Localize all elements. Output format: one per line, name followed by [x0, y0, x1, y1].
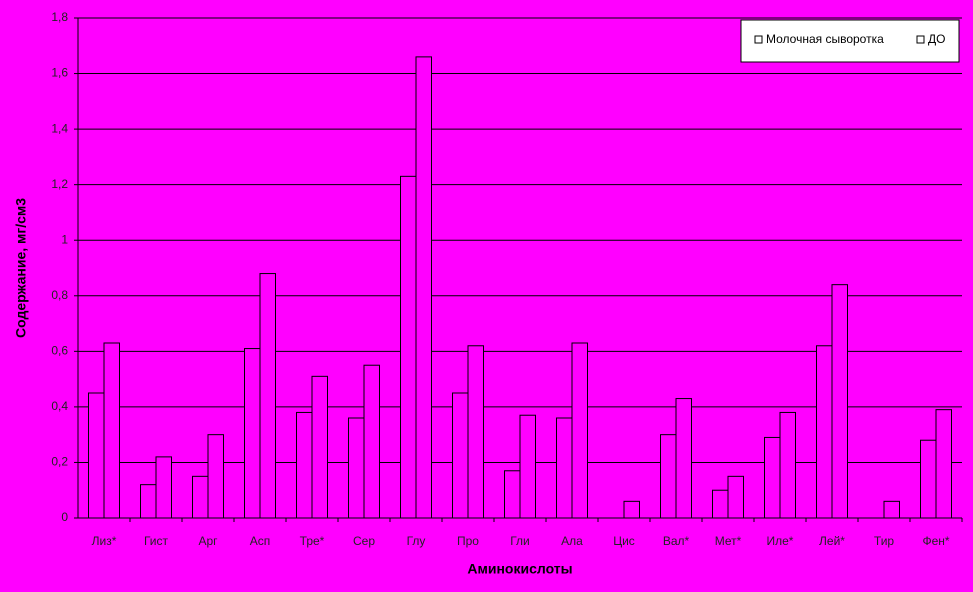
bar: [660, 434, 677, 519]
y-tick-label: 1: [61, 232, 68, 246]
bar: [400, 175, 417, 519]
bar: [935, 409, 952, 519]
bar: [504, 470, 521, 519]
bar: [207, 434, 224, 519]
bar: [103, 342, 120, 519]
y-axis-title: Содержание, мг/см3: [13, 198, 29, 338]
y-tick-label: 1,4: [51, 121, 68, 135]
bar: [244, 348, 261, 519]
x-tick-label: Иле*: [767, 534, 794, 548]
bar: [883, 500, 900, 519]
y-tick-label: 1,8: [51, 10, 68, 24]
x-tick-label: Вал*: [663, 534, 690, 548]
bar: [831, 284, 848, 519]
bar: [519, 414, 536, 519]
bar: [556, 417, 573, 519]
x-tick-label: Ала: [561, 534, 583, 548]
bar: [155, 456, 172, 519]
x-tick-label: Гли: [510, 534, 530, 548]
legend-label: ДО: [928, 32, 945, 46]
x-tick-label: Лиз*: [92, 534, 117, 548]
y-tick-label: 0,4: [51, 399, 68, 413]
x-tick-label: Тир: [874, 534, 895, 548]
x-tick-label: Асп: [250, 534, 271, 548]
bar: [779, 411, 796, 519]
bar: [920, 439, 937, 519]
x-tick-label: Глу: [407, 534, 426, 548]
y-tick-label: 0,6: [51, 344, 68, 358]
bar: [816, 345, 833, 519]
y-tick-label: 0: [61, 510, 68, 524]
y-tick-label: 1,6: [51, 66, 68, 80]
x-tick-label: Фен*: [922, 534, 949, 548]
y-tick-label: 1,2: [51, 177, 68, 191]
bar: [571, 342, 588, 519]
x-tick-label: Про: [457, 534, 479, 548]
bar: [712, 489, 729, 519]
x-tick-label: Лей*: [819, 534, 845, 548]
x-tick-label: Сер: [353, 534, 375, 548]
bar: [259, 273, 276, 519]
x-tick-label: Арг: [198, 534, 218, 548]
y-tick-label: 0,2: [51, 455, 68, 469]
x-tick-label: Мет*: [715, 534, 742, 548]
bar: [311, 375, 328, 519]
bar: [363, 364, 380, 519]
bar: [415, 56, 432, 519]
bar: [452, 392, 469, 519]
bar: [675, 398, 692, 519]
x-tick-label: Цис: [613, 534, 635, 548]
legend-label: Молочная сыворотка: [766, 32, 884, 46]
bar: [192, 475, 209, 519]
y-tick-label: 0,8: [51, 288, 68, 302]
legend-marker: [754, 35, 763, 44]
bar: [88, 392, 105, 519]
bar: [764, 436, 781, 519]
x-tick-label: Гист: [144, 534, 169, 548]
x-tick-label: Тре*: [300, 534, 325, 548]
bar: [467, 345, 484, 519]
bar: [727, 475, 744, 519]
legend-marker: [916, 35, 925, 44]
bar: [623, 500, 640, 519]
bar: [348, 417, 365, 519]
bar: [140, 484, 157, 519]
bar: [296, 411, 313, 519]
x-axis-title: Аминокислоты: [467, 561, 572, 577]
